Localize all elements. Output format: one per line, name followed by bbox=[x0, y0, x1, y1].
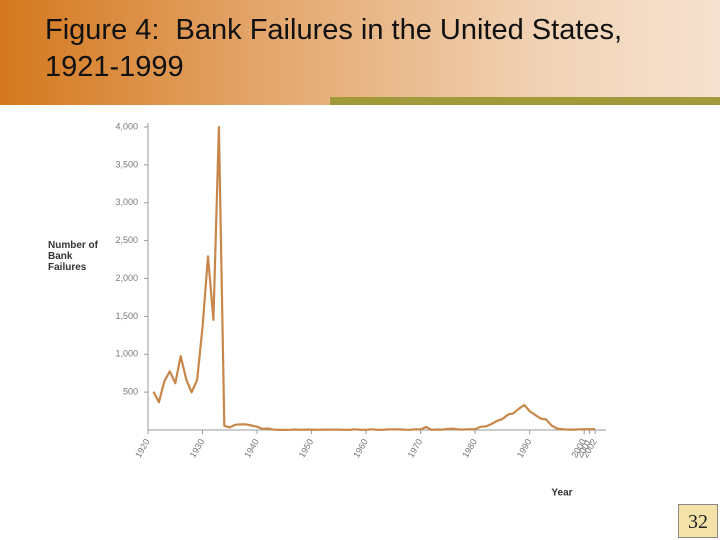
y-axis-label: Number of Bank Failures bbox=[48, 240, 98, 273]
data-line bbox=[152, 125, 596, 431]
y-tick-label: 1,500 bbox=[115, 311, 138, 321]
x-tick-label: 1990 bbox=[515, 437, 534, 459]
header-rule bbox=[330, 97, 720, 105]
y-tick-label: 2,500 bbox=[115, 235, 138, 245]
y-tick-label: 3,000 bbox=[115, 197, 138, 207]
x-tick-label: 1950 bbox=[297, 437, 316, 459]
page-number: 32 bbox=[678, 504, 718, 538]
x-tick-label: 1960 bbox=[351, 437, 370, 459]
slide-title: Figure 4: Bank Failures in the United St… bbox=[45, 14, 631, 83]
x-tick-label: 1980 bbox=[460, 437, 479, 459]
x-axis-label: Year bbox=[551, 488, 572, 499]
y-tick-label: 500 bbox=[123, 387, 138, 397]
y-tick-label: 1,000 bbox=[115, 349, 138, 359]
x-tick-label: 1940 bbox=[242, 437, 261, 459]
y-tick-label: 2,000 bbox=[115, 273, 138, 283]
x-tick-label: 1920 bbox=[133, 437, 152, 459]
header-band bbox=[0, 0, 720, 105]
x-tick-label: 1930 bbox=[188, 437, 207, 459]
y-tick-label: 3,500 bbox=[115, 159, 138, 169]
y-tick-label: 4,000 bbox=[115, 121, 138, 131]
x-tick-label: 1970 bbox=[406, 437, 425, 459]
